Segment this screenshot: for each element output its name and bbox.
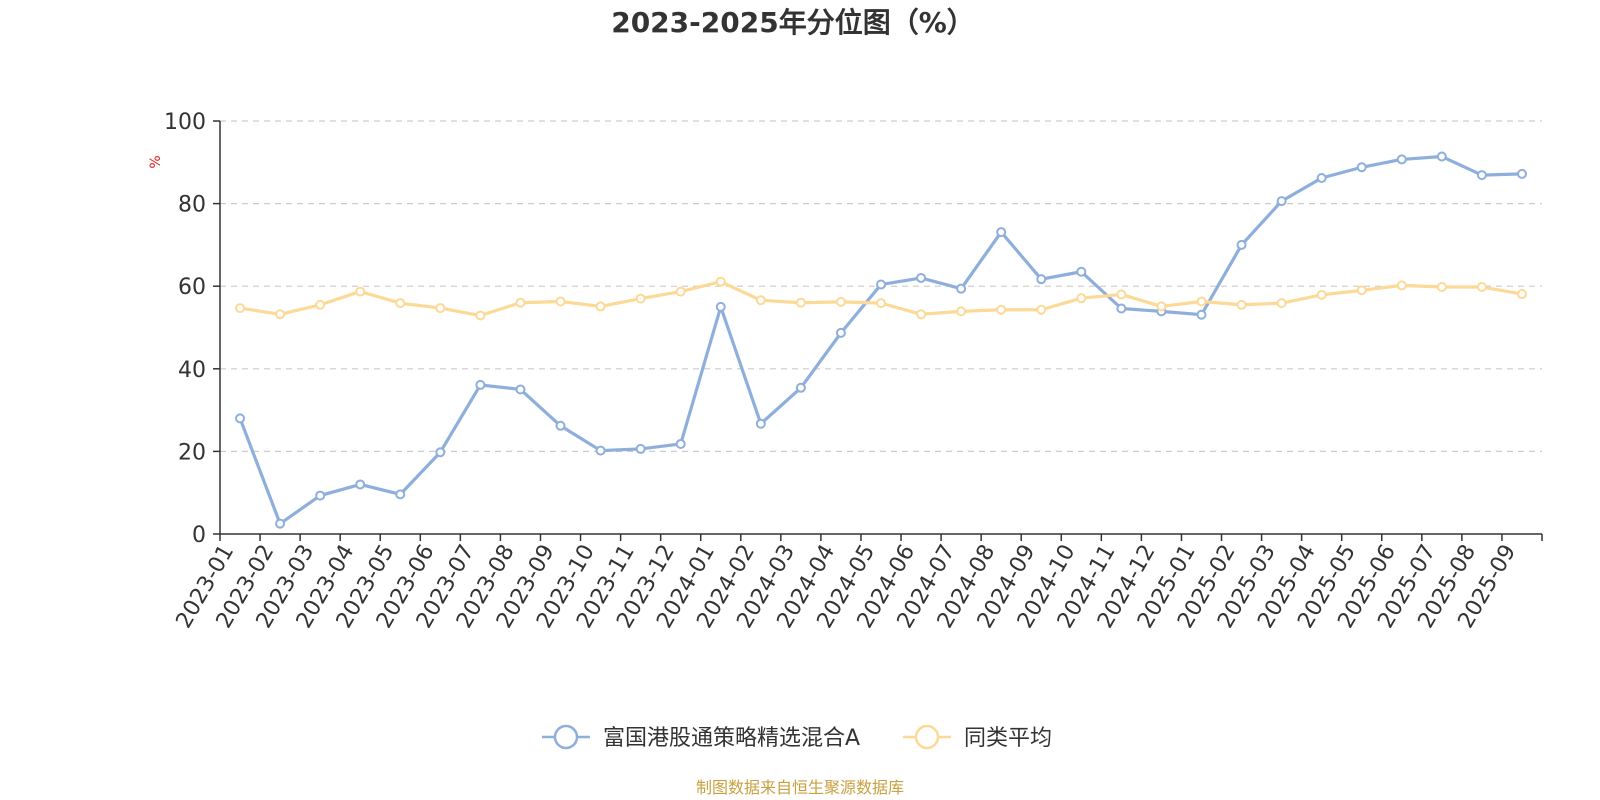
- series-0-point-2025-07[interactable]: [1436, 151, 1447, 162]
- y-tick-label-60: 60: [178, 275, 206, 300]
- series-0-point-2024-06[interactable]: [916, 272, 927, 283]
- legend-item-1[interactable]: 同类平均: [903, 724, 1052, 751]
- y-tick-label-100: 100: [164, 110, 206, 135]
- series-1-point-2023-02[interactable]: [275, 309, 286, 320]
- y-tick-label-20: 20: [178, 440, 206, 465]
- series-0-point-2023-04[interactable]: [355, 479, 366, 490]
- series-0-point-2023-08[interactable]: [515, 384, 526, 395]
- series-1-point-2024-06[interactable]: [916, 309, 927, 320]
- series-1-point-2025-06[interactable]: [1396, 280, 1407, 291]
- series-1-point-2024-01[interactable]: [715, 276, 726, 287]
- series-1-point-2025-02[interactable]: [1236, 299, 1247, 310]
- chart-title: 2023-2025年分位图（%）: [611, 6, 975, 39]
- legend-marker-1: [914, 724, 940, 750]
- series-1-point-2024-09[interactable]: [1036, 304, 1047, 315]
- series-0-point-2024-01[interactable]: [715, 301, 726, 312]
- series-line-0: [238, 154, 1523, 526]
- axes: [213, 120, 1543, 541]
- series-0-point-2023-03[interactable]: [315, 490, 326, 501]
- series-1-point-2024-03[interactable]: [795, 297, 806, 308]
- series-1-point-2024-07[interactable]: [956, 306, 967, 317]
- series-1-point-2023-08[interactable]: [515, 297, 526, 308]
- series-group: [235, 151, 1527, 529]
- series-0-point-2025-01[interactable]: [1196, 309, 1207, 320]
- series-1-point-2024-10[interactable]: [1076, 293, 1087, 304]
- series-0-point-2024-09[interactable]: [1036, 274, 1047, 285]
- series-1-point-2023-05[interactable]: [395, 298, 406, 309]
- y-axis-unit: %: [148, 155, 164, 168]
- y-tick-label-0: 0: [192, 523, 206, 548]
- series-1-point-2023-01[interactable]: [235, 303, 246, 314]
- series-1-point-2025-08[interactable]: [1476, 282, 1487, 293]
- series-1-point-2025-07[interactable]: [1436, 282, 1447, 293]
- series-0-point-2024-11[interactable]: [1116, 303, 1127, 314]
- legend[interactable]: 富国港股通策略精选混合A 同类平均: [542, 724, 1052, 751]
- series-0-point-2023-12[interactable]: [675, 438, 686, 449]
- series-0-point-2023-01[interactable]: [235, 413, 246, 424]
- series-0-point-2024-07[interactable]: [956, 283, 967, 294]
- series-1-point-2024-11[interactable]: [1116, 289, 1127, 300]
- series-0-point-2023-05[interactable]: [395, 489, 406, 500]
- series-0-point-2025-05[interactable]: [1356, 162, 1367, 173]
- series-0-point-2025-08[interactable]: [1476, 170, 1487, 181]
- legend-label-0: 富国港股通策略精选混合A: [603, 726, 860, 751]
- y-tick-labels: 0 20 40 60 80 100: [164, 110, 206, 548]
- series-1-point-2023-04[interactable]: [355, 286, 366, 297]
- series-0-point-2025-04[interactable]: [1316, 172, 1327, 183]
- series-0-point-2024-03[interactable]: [795, 382, 806, 393]
- series-1-point-2023-06[interactable]: [435, 303, 446, 314]
- series-1-point-2024-05[interactable]: [876, 298, 886, 309]
- x-tick-labels: 2023-012023-022023-032023-042023-052023-…: [172, 541, 1522, 633]
- series-0-point-2024-05[interactable]: [876, 279, 886, 290]
- series-1-point-2023-09[interactable]: [555, 296, 566, 307]
- series-0-point-2025-06[interactable]: [1396, 154, 1407, 165]
- series-0-point-2025-03[interactable]: [1276, 196, 1287, 207]
- y-tick-label-80: 80: [178, 193, 206, 218]
- series-1-point-2023-07[interactable]: [475, 310, 486, 321]
- legend-marker-0: [553, 724, 579, 750]
- legend-item-0[interactable]: 富国港股通策略精选混合A: [542, 724, 860, 751]
- series-1-point-2025-05[interactable]: [1356, 285, 1367, 296]
- series-1-point-2024-12[interactable]: [1156, 301, 1167, 312]
- series-1-point-2024-08[interactable]: [996, 304, 1007, 315]
- series-1-point-2024-04[interactable]: [835, 296, 846, 307]
- series-1-point-2023-11[interactable]: [635, 293, 646, 304]
- series-0-point-2023-02[interactable]: [275, 518, 286, 529]
- series-0-point-2023-11[interactable]: [635, 443, 646, 454]
- series-0-point-2025-02[interactable]: [1236, 239, 1247, 250]
- series-0-point-2024-10[interactable]: [1076, 266, 1087, 277]
- series-0-point-2024-02[interactable]: [755, 418, 766, 429]
- series-0-point-2023-06[interactable]: [435, 447, 446, 458]
- source-note: 制图数据来自恒生聚源数据库: [696, 778, 904, 797]
- series-1-point-2025-01[interactable]: [1196, 296, 1207, 307]
- legend-label-1: 同类平均: [964, 726, 1052, 751]
- series-1-point-2025-04[interactable]: [1316, 289, 1327, 300]
- series-0-point-2023-09[interactable]: [555, 420, 566, 431]
- series-0-point-2023-10[interactable]: [595, 445, 606, 456]
- series-1-point-2023-10[interactable]: [595, 301, 606, 312]
- y-tick-label-40: 40: [178, 358, 206, 383]
- series-1-point-2023-12[interactable]: [675, 286, 686, 297]
- series-1-point-2023-03[interactable]: [315, 299, 326, 310]
- series-0-point-2025-09[interactable]: [1516, 168, 1527, 179]
- series-1-point-2024-02[interactable]: [755, 295, 766, 306]
- series-0-point-2024-08[interactable]: [996, 227, 1007, 238]
- series-1-point-2025-09[interactable]: [1516, 289, 1527, 300]
- series-1-point-2025-03[interactable]: [1276, 298, 1287, 309]
- series-0-point-2023-07[interactable]: [475, 379, 486, 390]
- series-0-point-2024-04[interactable]: [835, 327, 846, 338]
